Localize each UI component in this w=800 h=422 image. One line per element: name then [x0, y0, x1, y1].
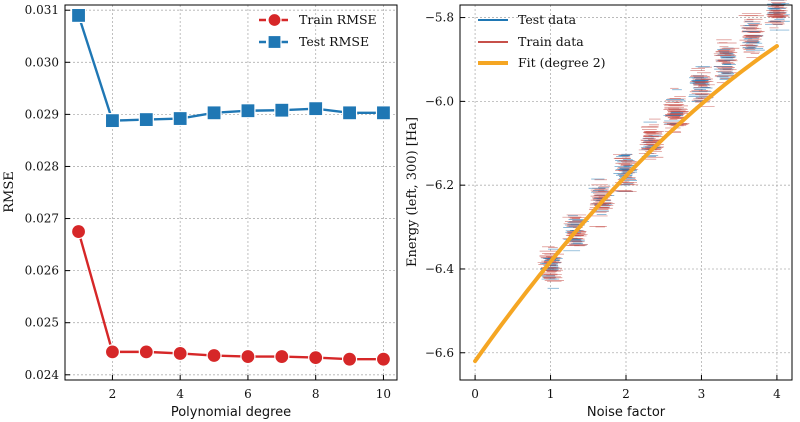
left-ytick-label: 0.026 — [25, 264, 59, 278]
test-point — [104, 113, 121, 129]
right-ytick-label: −5.8 — [425, 11, 454, 25]
test-point — [308, 101, 324, 117]
left-ylabel: RMSE — [2, 171, 17, 213]
left-ytick-label: 0.031 — [25, 3, 59, 17]
right-xlabel: Noise factor — [587, 405, 666, 420]
left-ytick-label: 0.030 — [25, 55, 59, 69]
left-ytick-label: 0.024 — [25, 368, 60, 382]
right-fit — [473, 44, 779, 364]
test-point — [138, 111, 154, 128]
legend-fit-label: Fit (degree 2) — [518, 55, 606, 70]
left-xtick-label: 10 — [376, 387, 391, 401]
left-ytick-label: 0.028 — [25, 159, 59, 173]
left-ticks: 2 4 6 8 10 0.024 0.025 0.026 0.027 0.028 0.029 0.03… — [25, 3, 391, 401]
train-point — [172, 345, 188, 362]
right-ytick-label: −6.0 — [425, 94, 454, 108]
legend-test-label: Test RMSE — [299, 34, 369, 49]
left-grid — [65, 5, 397, 380]
train-point — [138, 344, 154, 360]
left-ytick-label: 0.027 — [25, 212, 59, 226]
train-point — [375, 351, 392, 367]
train-point — [104, 344, 121, 360]
right-ytick-label: −6.4 — [425, 262, 455, 276]
left-xtick-label: 8 — [312, 387, 320, 401]
right-xtick-label: 4 — [773, 387, 781, 401]
left-ytick-label: 0.025 — [25, 316, 59, 330]
test-point — [206, 105, 222, 121]
test-point — [375, 105, 392, 121]
energy-chart: 0 1 2 3 4 −6.6 −6.4 −6.2 −6.0 −5.8 Noise factor E… — [405, 0, 793, 420]
left-legend: Train RMSE Test RMSE — [259, 12, 377, 50]
legend-traindata-label: Train data — [518, 34, 584, 49]
test-point — [240, 103, 256, 119]
legend-train-label: Train RMSE — [299, 12, 377, 27]
test-point — [274, 102, 290, 118]
test-point — [341, 105, 358, 121]
right-xtick-label: 1 — [547, 387, 555, 401]
train-point — [70, 223, 87, 240]
right-xtick-label: 3 — [698, 387, 706, 401]
right-ytick-label: −6.6 — [425, 346, 454, 360]
test-point — [70, 7, 87, 24]
fit-curve — [473, 44, 779, 364]
left-axes-frame — [64, 4, 398, 381]
left-xlabel: Polynomial degree — [171, 405, 291, 420]
rmse-chart: 2 4 6 8 10 0.024 0.025 0.026 0.027 0.028 0.029 0.03… — [2, 3, 398, 420]
train-point — [240, 348, 256, 365]
left-xtick-label: 4 — [176, 387, 184, 401]
right-ylabel: Energy (left, 300) [Ha] — [405, 117, 420, 267]
train-point — [206, 347, 222, 364]
legend-test-marker — [267, 34, 282, 50]
right-legend: Test data Train data Fit (degree 2) — [478, 12, 606, 70]
left-series — [70, 7, 392, 367]
series-line-train-rmse — [77, 231, 384, 361]
series-line-test-rmse — [77, 15, 384, 122]
legend-testdata-label: Test data — [518, 12, 577, 27]
left-xtick-label: 6 — [244, 387, 252, 401]
left-ytick-label: 0.029 — [25, 107, 59, 121]
train-point — [341, 351, 358, 367]
left-xtick-label: 2 — [109, 387, 117, 401]
train-point — [308, 350, 324, 366]
right-xtick-label: 0 — [471, 387, 479, 401]
legend-train-marker — [267, 12, 282, 28]
test-point — [172, 110, 188, 127]
right-ticks: 0 1 2 3 4 −6.6 −6.4 −6.2 −6.0 −5.8 — [425, 11, 781, 401]
right-xtick-label: 2 — [622, 387, 630, 401]
right-ytick-label: −6.2 — [425, 178, 454, 192]
right-grid — [460, 5, 792, 380]
train-point — [274, 348, 290, 365]
